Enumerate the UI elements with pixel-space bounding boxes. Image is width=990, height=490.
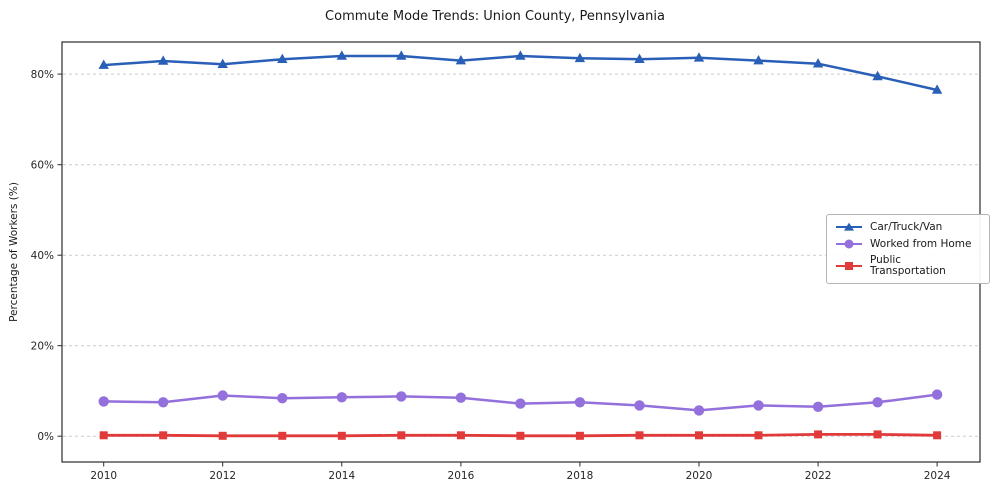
data-point-square — [397, 431, 406, 440]
data-point-square — [516, 431, 525, 440]
data-point-circle — [158, 397, 169, 408]
legend-item-worked-from-home: Worked from Home — [836, 237, 980, 250]
svg-text:2016: 2016 — [448, 470, 475, 482]
data-point-square — [933, 431, 942, 440]
data-point-square — [456, 431, 465, 440]
data-point-circle — [753, 400, 764, 411]
legend-item-public-transportation: Public Transportation — [836, 255, 980, 276]
data-point-triangle — [98, 59, 109, 69]
data-point-triangle — [574, 52, 586, 63]
legend: Car/Truck/Van Worked from Home Public Tr… — [826, 214, 990, 284]
data-point-circle — [693, 405, 705, 416]
data-point-triangle — [693, 52, 705, 62]
data-point-triangle — [872, 70, 883, 81]
data-point-circle — [931, 389, 943, 400]
data-point-triangle — [396, 50, 407, 60]
svg-text:2022: 2022 — [805, 470, 832, 482]
y-axis-label: Percentage of Workers (%) — [8, 182, 20, 322]
svg-text:60%: 60% — [31, 159, 54, 171]
line-circle-marker-icon — [836, 239, 862, 249]
data-point-square — [99, 431, 108, 440]
legend-label: Public Transportation — [870, 254, 946, 277]
svg-text:0%: 0% — [37, 431, 54, 443]
svg-text:40%: 40% — [31, 250, 54, 262]
data-point-triangle — [336, 50, 347, 60]
x-axis-ticks: 2010 2012 2014 2016 2018 2020 2022 2024 — [90, 462, 951, 482]
svg-text:2014: 2014 — [328, 470, 355, 482]
data-point-square — [695, 431, 703, 440]
data-point-square — [873, 430, 882, 439]
data-point-square — [218, 431, 227, 440]
data-point-circle — [217, 390, 228, 401]
data-point-square — [575, 431, 584, 440]
gridlines — [63, 73, 979, 437]
svg-text:2012: 2012 — [209, 470, 236, 482]
data-point-square — [337, 431, 346, 440]
data-point-square — [159, 431, 168, 440]
legend-label: Worked from Home — [870, 237, 972, 250]
data-point-square — [814, 430, 823, 439]
data-point-circle — [872, 397, 883, 408]
series-public-transportation — [99, 430, 942, 440]
svg-text:80%: 80% — [31, 69, 54, 81]
legend-item-car-truck-van: Car/Truck/Van — [836, 222, 980, 233]
data-point-triangle — [217, 58, 228, 68]
series-car-truck-van — [98, 50, 943, 94]
data-point-square — [278, 431, 287, 440]
chart-title: Commute Mode Trends: Union County, Penns… — [325, 9, 665, 24]
data-point-triangle — [515, 50, 526, 60]
data-point-triangle — [158, 55, 169, 65]
data-point-circle — [396, 391, 407, 402]
data-point-square — [635, 431, 644, 440]
legend-label: Car/Truck/Van — [870, 221, 943, 233]
svg-text:2010: 2010 — [90, 470, 117, 482]
data-point-circle — [812, 401, 824, 412]
svg-text:20%: 20% — [31, 340, 54, 352]
y-axis-ticks: 0% 20% 40% 60% 80% — [31, 69, 62, 443]
data-point-circle — [98, 396, 109, 407]
data-point-triangle — [812, 58, 824, 68]
data-point-square — [754, 431, 763, 440]
data-point-circle — [455, 392, 467, 403]
svg-text:2020: 2020 — [686, 470, 713, 482]
line-square-marker-icon — [836, 261, 862, 271]
data-point-triangle — [753, 55, 764, 65]
line-triangle-marker-icon — [836, 222, 862, 232]
data-point-circle — [574, 397, 586, 408]
data-point-circle — [277, 393, 288, 404]
data-point-triangle — [277, 53, 288, 63]
data-point-circle — [515, 398, 526, 409]
data-point-triangle — [634, 53, 645, 63]
svg-text:2018: 2018 — [567, 470, 594, 482]
series-worked-from-home — [98, 389, 943, 416]
svg-text:2024: 2024 — [924, 470, 951, 482]
data-point-circle — [634, 400, 645, 411]
data-point-circle — [336, 392, 347, 403]
data-point-triangle — [931, 84, 943, 94]
data-point-triangle — [455, 55, 467, 65]
